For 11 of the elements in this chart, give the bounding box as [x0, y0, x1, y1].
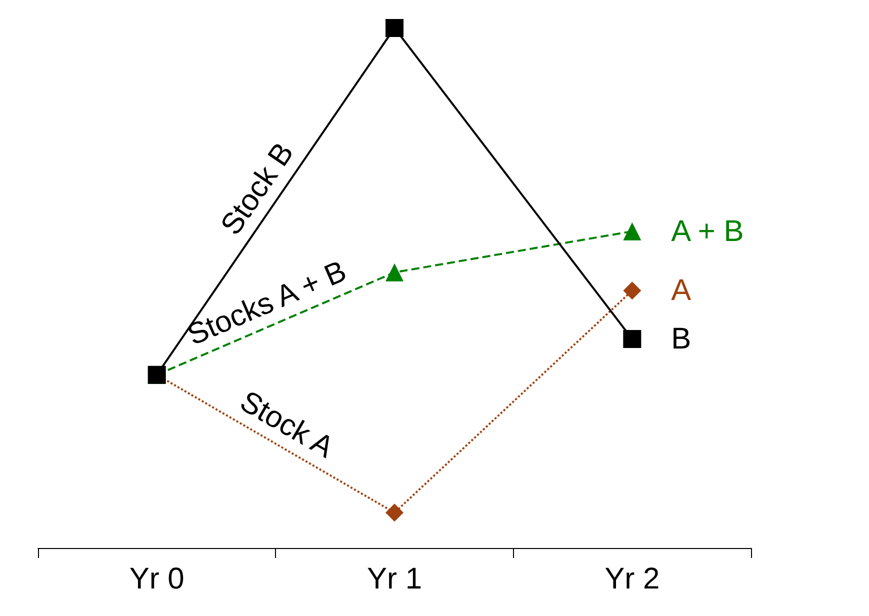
point [623, 330, 642, 348]
series-label: A + B [671, 214, 744, 248]
series-label: B [671, 322, 692, 356]
x-tick-label: Yr 0 [129, 562, 184, 596]
point [623, 282, 642, 300]
x-tick-label: Yr 2 [604, 562, 660, 596]
annotation: Stocks A + B [182, 254, 352, 352]
x-tick-label: Yr 1 [366, 562, 422, 596]
point [386, 19, 404, 37]
series-label: A [671, 274, 692, 308]
point [386, 504, 404, 522]
